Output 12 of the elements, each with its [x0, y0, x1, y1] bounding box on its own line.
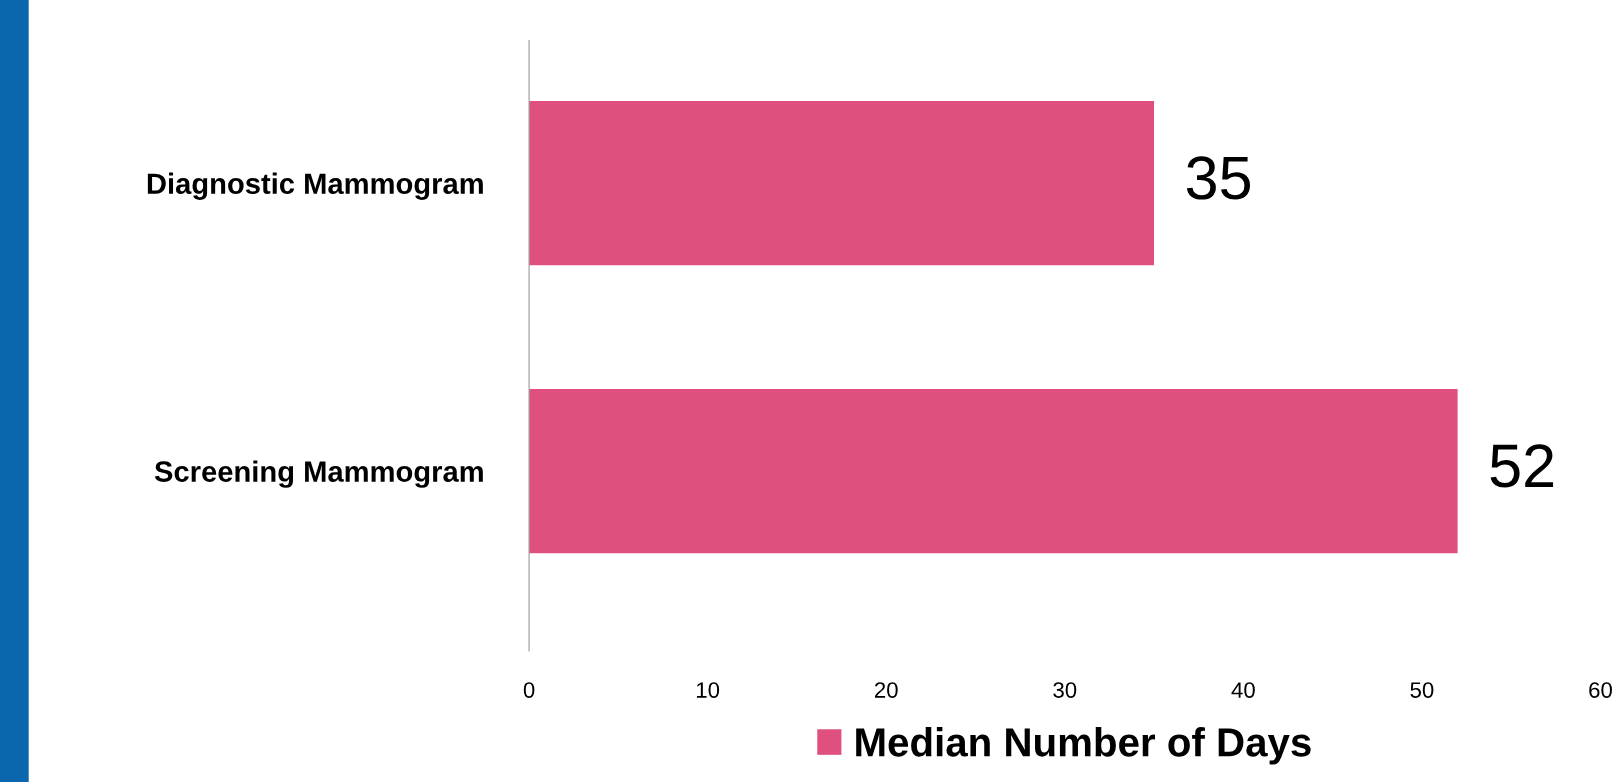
data-label: 52	[1490, 444, 1554, 488]
x-tick-label: 0	[523, 682, 535, 698]
x-tick-label: 60	[1589, 682, 1612, 698]
data-label: 35	[1186, 156, 1251, 200]
x-tick-label: 50	[1410, 682, 1434, 698]
x-tick-label: 20	[874, 682, 898, 698]
legend-label: Median Number of Days	[856, 727, 1311, 765]
y-tick-label: Screening Mammogram	[154, 460, 483, 488]
x-tick-label: 30	[1053, 682, 1077, 698]
y-tick-label: Diagnostic Mammogram	[147, 172, 483, 200]
x-tick-label: 10	[696, 682, 720, 698]
x-tick-label: 40	[1231, 682, 1255, 698]
